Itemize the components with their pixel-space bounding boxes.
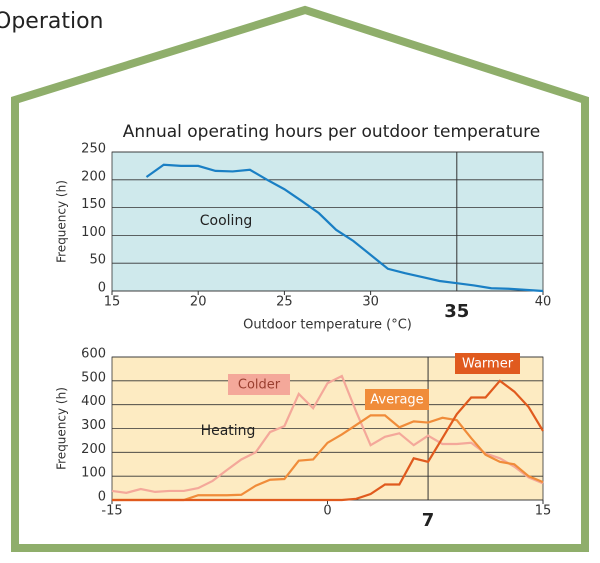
reference-label: 7 — [422, 510, 435, 531]
x-tick-label: -15 — [101, 504, 122, 519]
y-tick-label: 150 — [81, 197, 106, 212]
legend-box — [455, 353, 520, 374]
x-axis-label: Outdoor temperature (°C) — [243, 318, 412, 333]
x-tick-label: 0 — [323, 504, 331, 519]
y-tick-label: 250 — [81, 142, 106, 157]
annotation: Heating — [201, 423, 256, 439]
x-tick-label: 15 — [104, 295, 121, 310]
y-tick-label: 200 — [81, 442, 106, 457]
legend-box — [228, 374, 290, 395]
y-tick-label: 600 — [81, 347, 106, 362]
header-bg — [0, 0, 140, 44]
legend-box — [365, 389, 429, 410]
reference-label: 35 — [444, 301, 469, 322]
series-line — [111, 374, 544, 494]
x-tick-label: 25 — [276, 295, 293, 310]
series-line — [145, 163, 544, 293]
y-tick-label: 400 — [81, 394, 106, 409]
chart-title: Annual operating hours per outdoor tempe… — [123, 122, 540, 142]
y-tick-label: 300 — [81, 418, 106, 433]
y-tick-label: 0 — [98, 490, 106, 505]
series-line — [112, 379, 544, 502]
y-tick-label: 50 — [89, 253, 106, 268]
y-axis-label: Frequency (h) — [55, 387, 69, 470]
y-axis-label: Frequency (h) — [55, 180, 69, 263]
header: Operation — [0, 9, 103, 34]
x-tick-label: 15 — [535, 504, 552, 519]
annotation: Cooling — [200, 213, 252, 229]
y-tick-label: 200 — [81, 169, 106, 184]
legend-label: Average — [370, 393, 423, 408]
x-tick-label: 20 — [190, 295, 207, 310]
y-tick-label: 100 — [81, 225, 106, 240]
legend-label: Warmer — [462, 357, 514, 372]
y-tick-label: 100 — [81, 466, 106, 481]
legend-label: Colder — [238, 378, 281, 393]
x-tick-label: 30 — [362, 295, 379, 310]
y-tick-label: 500 — [81, 370, 106, 385]
y-tick-label: 0 — [98, 281, 106, 296]
x-tick-label: 40 — [535, 295, 552, 310]
